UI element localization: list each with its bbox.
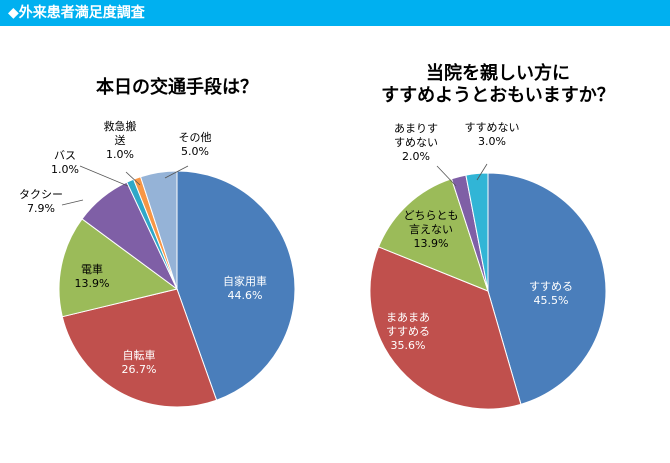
pie-slice — [465, 172, 489, 292]
chart-title: 本日の交通手段は？ — [96, 76, 258, 98]
leader-line — [79, 165, 129, 187]
slice-label: その他 — [179, 131, 212, 144]
pie-slice — [139, 170, 178, 290]
slice-value-label: 13.9% — [75, 277, 110, 290]
slice-label: タクシー — [19, 188, 63, 201]
slice-value-label: 44.6% — [228, 289, 263, 302]
header-bar: ◆外来患者満足度調査 — [0, 0, 670, 26]
slice-label: あまりす — [394, 122, 438, 135]
slice-label: すすめない — [465, 121, 520, 134]
slice-value-label: 2.0% — [402, 150, 430, 163]
slice-label: どちらとも — [404, 209, 459, 222]
slice-value-label: 1.0% — [51, 163, 79, 176]
slice-value-label: 13.9% — [414, 237, 449, 250]
slice-label: すすめる — [386, 325, 430, 338]
slice-value-label: 45.5% — [534, 294, 569, 307]
slice-label: 自家用車 — [223, 274, 267, 288]
slice-label: 自転車 — [123, 348, 156, 362]
leader-line — [476, 163, 488, 181]
slice-label: まあまあ — [386, 311, 430, 324]
leader-line — [61, 199, 84, 206]
page-title: ◆外来患者満足度調査 — [8, 5, 145, 21]
slice-value-label: 3.0% — [478, 135, 506, 148]
slice-value-label: 7.9% — [27, 202, 55, 215]
slice-label: 言えない — [409, 223, 453, 236]
slice-label: バス — [54, 149, 76, 162]
slice-value-label: 26.7% — [122, 363, 157, 376]
pie-chart-2: 当院を親しい方にすすめようとおもいますか？すすめる45.5%まあまあすすめる35… — [369, 62, 615, 410]
slice-value-label: 1.0% — [106, 148, 134, 161]
pie-slice — [369, 246, 522, 410]
slice-label: 電車 — [81, 262, 103, 276]
pie-slice — [61, 288, 218, 408]
slice-label: 救急搬 — [104, 119, 137, 133]
chart-title: すすめようとおもいますか？ — [381, 85, 615, 106]
pie-slice — [487, 172, 607, 405]
leader-line — [164, 165, 189, 179]
slice-value-label: 35.6% — [391, 339, 426, 352]
chart-title: 当院を親しい方に — [426, 62, 570, 84]
slice-value-label: 5.0% — [181, 145, 209, 158]
pie-slice — [58, 218, 179, 318]
pie-slice — [176, 170, 296, 401]
leader-line — [436, 165, 457, 187]
slice-label: 送 — [115, 133, 126, 147]
slice-label: すすめる — [529, 280, 573, 293]
slice-label: すめない — [394, 136, 438, 149]
leader-line — [125, 171, 141, 186]
